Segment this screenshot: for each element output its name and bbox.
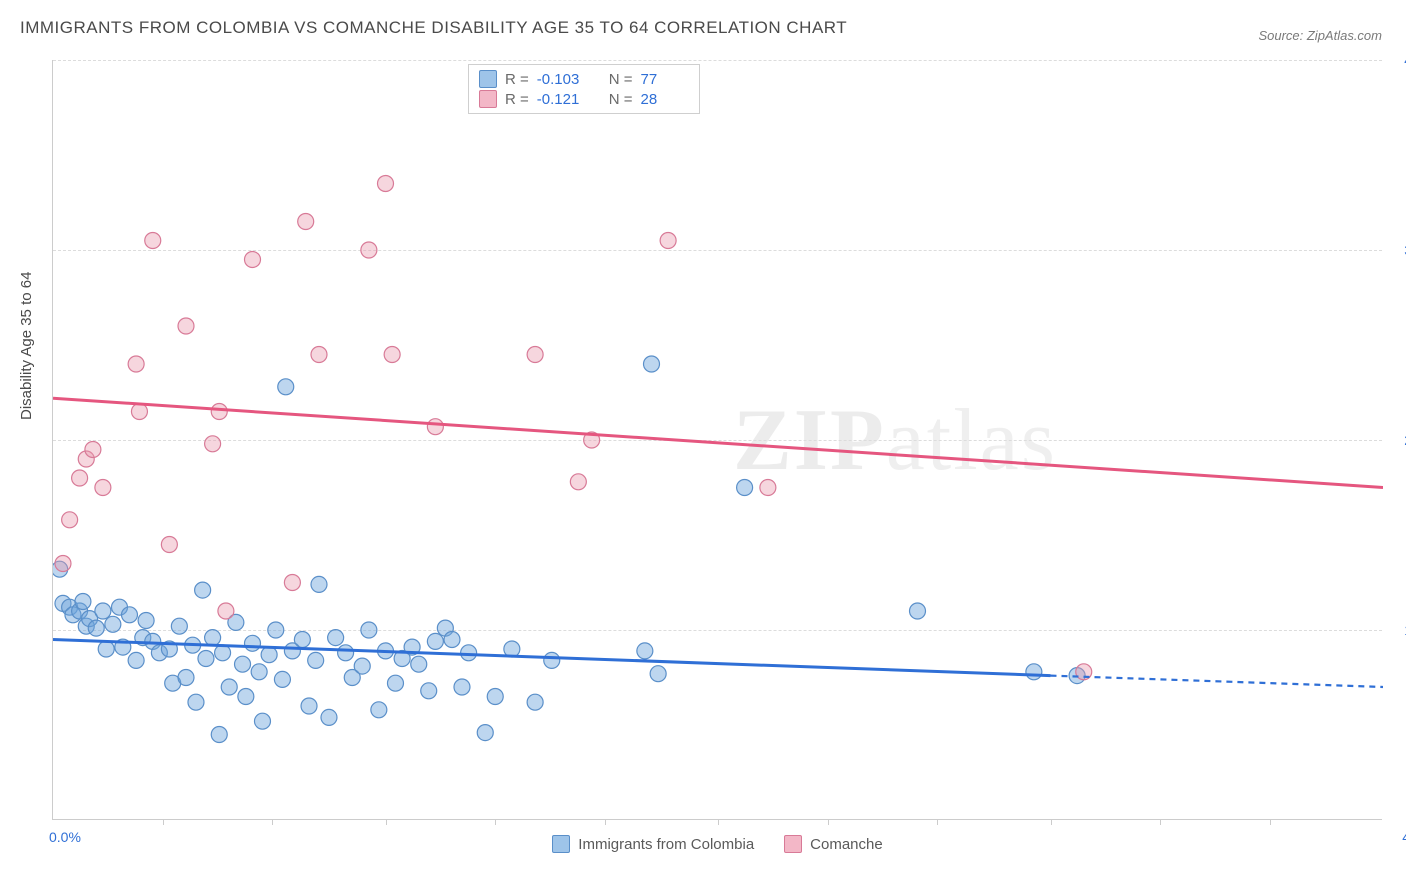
r-label: R = [505, 91, 529, 108]
source-name: ZipAtlas.com [1307, 28, 1382, 43]
plot-area: ZIPatlas 10.0%20.0%30.0%40.0% 0.0% 40.0%… [52, 60, 1382, 820]
source-attribution: Source: ZipAtlas.com [1258, 28, 1382, 43]
legend-row-colombia: R = -0.103 N = 77 [479, 69, 689, 89]
source-prefix: Source: [1258, 28, 1306, 43]
y-tick-label: 40.0% [1390, 52, 1406, 68]
chart-title: IMMIGRANTS FROM COLOMBIA VS COMANCHE DIS… [20, 18, 847, 38]
legend-row-comanche: R = -0.121 N = 28 [479, 89, 689, 109]
swatch-comanche [784, 835, 802, 853]
scatter-svg [53, 60, 1383, 820]
legend-correlation-box: R = -0.103 N = 77 R = -0.121 N = 28 [468, 64, 700, 114]
n-value-colombia: 77 [641, 71, 689, 88]
x-tick-right: 40.0% [1402, 829, 1406, 845]
r-value-colombia: -0.103 [537, 71, 585, 88]
legend-item-comanche: Comanche [784, 835, 883, 853]
n-value-comanche: 28 [641, 91, 689, 108]
legend-label-comanche: Comanche [810, 836, 883, 853]
legend-item-colombia: Immigrants from Colombia [552, 835, 754, 853]
y-tick-label: 20.0% [1390, 432, 1406, 448]
n-label: N = [609, 71, 633, 88]
swatch-colombia [479, 70, 497, 88]
y-axis-label: Disability Age 35 to 64 [18, 272, 35, 420]
swatch-comanche [479, 90, 497, 108]
r-label: R = [505, 71, 529, 88]
y-tick-label: 30.0% [1390, 242, 1406, 258]
swatch-colombia [552, 835, 570, 853]
legend-series: Immigrants from Colombia Comanche [53, 835, 1382, 853]
y-tick-label: 10.0% [1390, 622, 1406, 638]
legend-label-colombia: Immigrants from Colombia [578, 836, 754, 853]
n-label: N = [609, 91, 633, 108]
r-value-comanche: -0.121 [537, 91, 585, 108]
